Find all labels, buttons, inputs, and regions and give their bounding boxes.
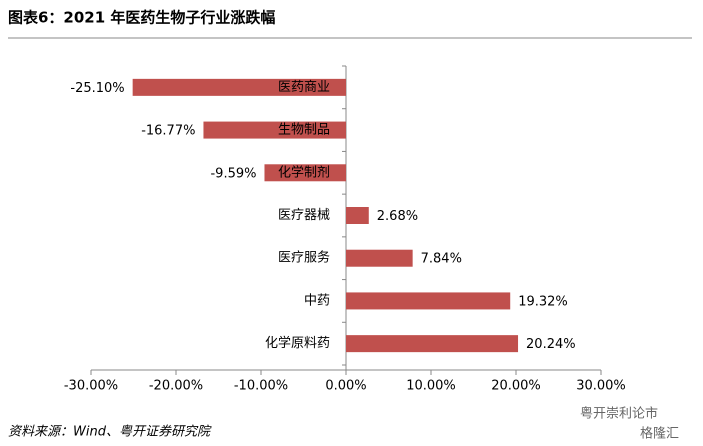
value-label: 7.84% [421, 252, 462, 267]
bar [264, 164, 346, 182]
category-label: 化学原料药 [265, 335, 330, 351]
bar [346, 292, 511, 310]
value-label: -25.10% [70, 81, 124, 96]
x-tick-label: 0.00% [325, 379, 366, 394]
value-label: 20.24% [526, 337, 576, 352]
category-label: 医疗服务 [278, 250, 330, 266]
x-tick-label: 30.00% [576, 379, 626, 394]
watermark: 粤开崇利论市 [580, 406, 658, 422]
value-label: -9.59% [210, 166, 256, 181]
category-label: 医药商业 [278, 80, 330, 95]
watermark: 格隆汇 [640, 426, 679, 442]
value-label: -16.77% [141, 124, 195, 139]
category-label: 化学制剂 [278, 164, 330, 180]
category-label: 生物制品 [278, 123, 330, 138]
category-label: 中药 [304, 293, 330, 308]
bar [346, 249, 413, 267]
x-tick-label: -30.00% [64, 379, 118, 394]
source: 资料来源：Wind、粤开证券研究院 [8, 424, 212, 440]
value-label: 19.32% [518, 294, 568, 309]
bar [132, 78, 346, 96]
x-tick-label: 20.00% [491, 379, 541, 394]
x-tick-label: -20.00% [149, 379, 203, 394]
value-label: 2.68% [377, 209, 418, 224]
x-tick-label: -10.00% [234, 379, 288, 394]
bar [346, 207, 369, 224]
category-label: 医疗器械 [278, 208, 330, 223]
bar [203, 121, 346, 139]
bar [346, 335, 519, 353]
chart-title: 图表6：2021 年医药生物子行业涨跌幅 [8, 9, 275, 27]
x-tick-label: 10.00% [406, 379, 456, 394]
